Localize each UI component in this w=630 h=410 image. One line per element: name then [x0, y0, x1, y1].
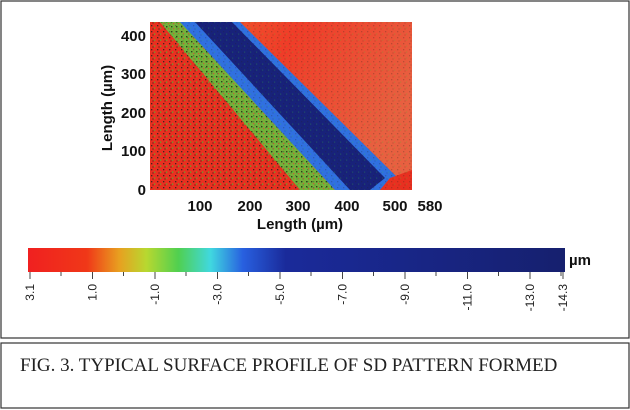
- colorbar-tick-label: -13.0: [523, 284, 537, 312]
- y-tick-label: 0: [138, 182, 146, 199]
- y-tick-label: 200: [121, 105, 146, 122]
- colorbar-tick-label: -9.0: [398, 284, 412, 305]
- y-tick-label: 100: [121, 143, 146, 160]
- colorbar-tick-label: -1.0: [148, 284, 162, 305]
- colorbar-tick-label: -3.0: [211, 284, 225, 305]
- figure-border: [0, 0, 630, 339]
- surface-map: [150, 22, 412, 190]
- caption-border: [0, 342, 630, 409]
- y-tick-label: 300: [121, 66, 146, 83]
- x-tick-label: 400: [334, 198, 359, 215]
- x-tick-label: 580: [417, 198, 442, 215]
- y-axis-label: Length (µm): [99, 65, 116, 151]
- colorbar-tick-label: -14.3: [556, 284, 570, 312]
- x-tick-label: 200: [237, 198, 262, 215]
- caption: FIG. 3. TYPICAL SURFACE PROFILE OF SD PA…: [20, 355, 558, 376]
- colorbar: [28, 248, 565, 272]
- colorbar-tick-label: 1.0: [86, 284, 100, 301]
- colorbar-unit: µm: [569, 252, 591, 269]
- colorbar-tick-label: -5.0: [273, 284, 287, 305]
- colorbar-tick-label: -11.0: [461, 284, 475, 311]
- x-tick-label: 100: [187, 198, 212, 215]
- colorbar-tick-label: -7.0: [336, 284, 350, 305]
- colorbar-tick-label: 3.1: [23, 284, 37, 301]
- y-tick-label: 400: [121, 28, 146, 45]
- x-axis-label: Length (µm): [257, 216, 343, 233]
- x-tick-label: 300: [285, 198, 310, 215]
- x-tick-label: 500: [382, 198, 407, 215]
